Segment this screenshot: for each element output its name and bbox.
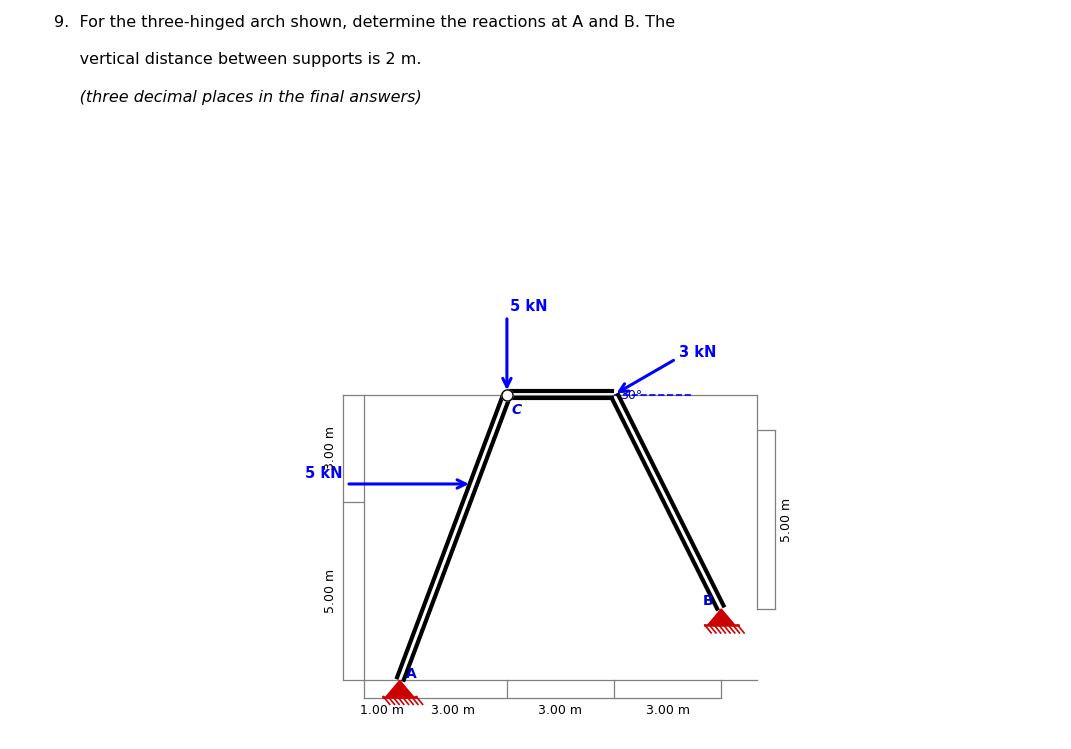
Text: 3 kN: 3 kN (679, 345, 716, 360)
Text: 3.00 m: 3.00 m (646, 704, 690, 718)
Text: vertical distance between supports is 2 m.: vertical distance between supports is 2 … (54, 52, 421, 67)
Text: 1.00 m: 1.00 m (360, 704, 404, 718)
Text: 5 kN: 5 kN (305, 466, 343, 481)
Text: B: B (703, 594, 713, 607)
Text: 3.00 m: 3.00 m (325, 426, 337, 470)
Text: (three decimal places in the final answers): (three decimal places in the final answe… (54, 90, 421, 105)
Text: A: A (406, 667, 417, 681)
Text: 9.  For the three-hinged arch shown, determine the reactions at A and B. The: 9. For the three-hinged arch shown, dete… (54, 15, 675, 30)
Polygon shape (708, 609, 735, 625)
Text: 30°: 30° (620, 389, 643, 402)
Text: 5.00 m: 5.00 m (325, 569, 337, 613)
Text: 3.00 m: 3.00 m (432, 704, 476, 718)
Text: 5.00 m: 5.00 m (780, 497, 794, 542)
Text: 5 kN: 5 kN (510, 299, 547, 314)
Polygon shape (387, 680, 413, 697)
Text: C: C (511, 403, 522, 417)
Text: 3.00 m: 3.00 m (539, 704, 583, 718)
